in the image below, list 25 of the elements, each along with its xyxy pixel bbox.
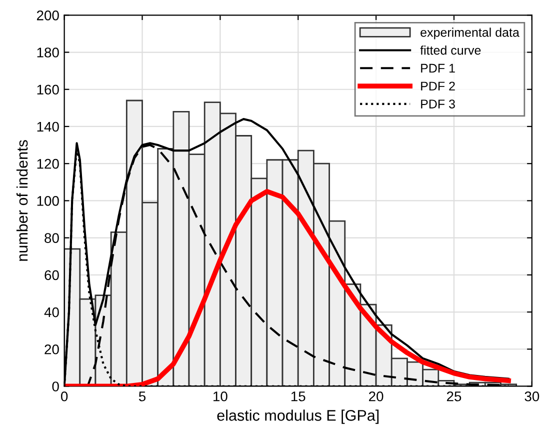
y-tick-label: 60 [44,270,59,280]
y-tick-label: 20 [44,344,59,354]
y-tick-label: 80 [44,233,59,243]
x-tick-label: 30 [524,391,540,402]
legend-label: PDF 1 [421,64,455,73]
x-axis-title: elastic modulus E [GPa] [217,410,379,424]
y-tick-label: 120 [37,158,59,169]
x-tick-label: 25 [446,391,462,402]
y-axis-title: number of indents [16,140,28,261]
x-tick-label: 0 [60,391,68,402]
y-tick-label: 140 [37,122,59,132]
y-tick-label: 160 [37,84,59,95]
y-tick-label: 0 [52,382,59,392]
x-tick-label: 5 [138,392,146,402]
y-tick-label: 100 [37,196,59,206]
y-tick-label: 180 [37,48,59,58]
legend-label: PDF 3 [421,100,455,108]
x-tick-label: 15 [291,392,306,402]
x-tick-label: 20 [369,391,384,402]
legend-label: experimental data [420,28,520,40]
legend-label: PDF 2 [421,82,455,90]
y-tick-label: 40 [44,307,59,318]
legend-label: fitted curve [420,46,481,55]
x-tick-label: 10 [214,391,228,402]
y-tick-label: 200 [36,10,59,20]
